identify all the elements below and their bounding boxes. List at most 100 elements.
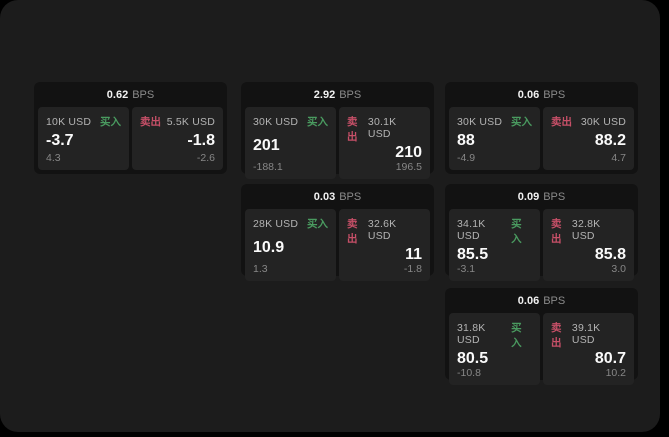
sell-panel-header: 卖出 32.8K USD <box>551 216 626 246</box>
sell-panel[interactable]: 卖出 30.1K USD 210 196.5 <box>339 107 430 179</box>
sell-panel-header: 卖出 30K USD <box>551 114 626 129</box>
sell-price: 11 <box>405 246 422 263</box>
sell-sub-value: 196.5 <box>395 161 422 173</box>
sell-panel-header: 卖出 30.1K USD <box>347 114 422 144</box>
sell-side-label: 卖出 <box>551 322 562 349</box>
buy-price: 10.9 <box>253 238 285 256</box>
sell-panel[interactable]: 卖出 32.6K USD 11 -1.8 <box>339 209 430 281</box>
quote-panels: 10K USD 买入 -3.7 4.3 卖出 5.5K USD -1.8 -2.… <box>34 107 227 174</box>
quote-card: 0.62 BPS 10K USD 买入 -3.7 4.3 卖出 5.5K USD… <box>34 82 227 174</box>
sell-amount: 5.5K USD <box>166 116 215 128</box>
buy-sub-value: -10.8 <box>457 367 481 379</box>
sell-amount: 32.6K USD <box>367 218 397 242</box>
sell-price: 88.2 <box>594 132 626 149</box>
buy-sub-value: -188.1 <box>253 161 283 173</box>
bps-value: 0.62 <box>106 88 129 101</box>
buy-side-label: 买入 <box>307 116 328 128</box>
bps-value: 0.06 <box>517 294 540 307</box>
sell-panel[interactable]: 卖出 39.1K USD 80.7 10.2 <box>543 313 634 385</box>
bps-unit-label: BPS <box>543 294 566 307</box>
app-window: 0.62 BPS 10K USD 买入 -3.7 4.3 卖出 5.5K USD… <box>0 0 660 432</box>
buy-price: 85.5 <box>457 246 489 263</box>
sell-panel[interactable]: 卖出 30K USD 88.2 4.7 <box>543 107 634 170</box>
buy-amount: 30K USD <box>457 116 503 128</box>
buy-panel-header: 30K USD 买入 <box>457 114 532 129</box>
buy-panel[interactable]: 30K USD 买入 88 -4.9 <box>449 107 540 170</box>
buy-panel-header: 10K USD 买入 <box>46 114 121 129</box>
quote-card: 0.09 BPS 34.1K USD 买入 85.5 -3.1 卖出 32.8K… <box>445 184 638 281</box>
quote-panels: 31.8K USD 买入 80.5 -10.8 卖出 39.1K USD 80.… <box>445 313 638 389</box>
bps-value: 2.92 <box>313 88 336 101</box>
sell-sub-value: 10.2 <box>605 367 626 379</box>
buy-side-label: 买入 <box>511 218 522 245</box>
sell-sub-value: 3.0 <box>611 263 626 275</box>
buy-price: -3.7 <box>46 132 74 149</box>
quote-card: 0.06 BPS 31.8K USD 买入 80.5 -10.8 卖出 39.1… <box>445 288 638 385</box>
buy-price: 88 <box>457 132 475 149</box>
sell-amount: 39.1K USD <box>571 322 601 346</box>
quote-card: 2.92 BPS 30K USD 买入 201 -188.1 卖出 30.1K … <box>241 82 434 179</box>
buy-panel-header: 30K USD 买入 <box>253 114 328 129</box>
bps-unit-label: BPS <box>339 88 362 101</box>
quote-card: 0.06 BPS 30K USD 买入 88 -4.9 卖出 30K USD 8… <box>445 82 638 174</box>
buy-panel[interactable]: 28K USD 买入 10.9 1.3 <box>245 209 336 281</box>
sell-panel[interactable]: 卖出 5.5K USD -1.8 -2.6 <box>132 107 223 170</box>
buy-amount: 31.8K USD <box>457 322 486 346</box>
quote-panels: 34.1K USD 买入 85.5 -3.1 卖出 32.8K USD 85.8… <box>445 209 638 285</box>
buy-panel-header: 28K USD 买入 <box>253 216 328 231</box>
buy-panel[interactable]: 10K USD 买入 -3.7 4.3 <box>38 107 129 170</box>
buy-amount: 30K USD <box>253 116 299 128</box>
cards-grid: 0.62 BPS 10K USD 买入 -3.7 4.3 卖出 5.5K USD… <box>34 82 638 385</box>
sell-amount: 32.8K USD <box>571 218 601 242</box>
sell-price: -1.8 <box>187 132 215 149</box>
bps-value: 0.03 <box>313 190 336 203</box>
buy-panel[interactable]: 31.8K USD 买入 80.5 -10.8 <box>449 313 540 385</box>
card-header: 0.06 BPS <box>445 288 638 313</box>
sell-panel[interactable]: 卖出 32.8K USD 85.8 3.0 <box>543 209 634 281</box>
card-header: 0.06 BPS <box>445 82 638 107</box>
sell-amount: 30K USD <box>580 116 626 128</box>
bps-unit-label: BPS <box>543 88 566 101</box>
buy-panel[interactable]: 34.1K USD 买入 85.5 -3.1 <box>449 209 540 281</box>
sell-sub-value: -2.6 <box>196 152 215 164</box>
bps-unit-label: BPS <box>339 190 362 203</box>
quote-panels: 30K USD 买入 201 -188.1 卖出 30.1K USD 210 1… <box>241 107 434 183</box>
card-header: 0.62 BPS <box>34 82 227 107</box>
buy-panel-header: 34.1K USD 买入 <box>457 216 532 246</box>
sell-side-label: 卖出 <box>551 218 562 245</box>
bps-value: 0.09 <box>517 190 540 203</box>
sell-amount: 30.1K USD <box>367 116 397 140</box>
buy-side-label: 买入 <box>100 116 121 128</box>
card-header: 0.03 BPS <box>241 184 434 209</box>
sell-sub-value: -1.8 <box>403 263 422 275</box>
quote-panels: 30K USD 买入 88 -4.9 卖出 30K USD 88.2 4.7 <box>445 107 638 174</box>
buy-sub-value: -3.1 <box>457 263 476 275</box>
sell-side-label: 卖出 <box>551 116 572 128</box>
sell-side-label: 卖出 <box>347 116 358 143</box>
quote-panels: 28K USD 买入 10.9 1.3 卖出 32.6K USD 11 -1.8 <box>241 209 434 285</box>
buy-panel[interactable]: 30K USD 买入 201 -188.1 <box>245 107 336 179</box>
bps-unit-label: BPS <box>543 190 566 203</box>
buy-panel-header: 31.8K USD 买入 <box>457 320 532 350</box>
bps-unit-label: BPS <box>132 88 155 101</box>
buy-sub-value: 1.3 <box>253 263 268 275</box>
sell-panel-header: 卖出 32.6K USD <box>347 216 422 246</box>
card-header: 0.09 BPS <box>445 184 638 209</box>
sell-side-label: 卖出 <box>347 218 358 245</box>
sell-sub-value: 4.7 <box>611 152 626 164</box>
buy-side-label: 买入 <box>511 322 522 349</box>
buy-side-label: 买入 <box>307 218 328 230</box>
buy-price: 80.5 <box>457 350 489 367</box>
sell-price: 85.8 <box>594 246 626 263</box>
quote-card: 0.03 BPS 28K USD 买入 10.9 1.3 卖出 32.6K US… <box>241 184 434 281</box>
sell-panel-header: 卖出 39.1K USD <box>551 320 626 350</box>
sell-panel-header: 卖出 5.5K USD <box>140 114 215 129</box>
buy-sub-value: -4.9 <box>457 152 476 164</box>
bps-value: 0.06 <box>517 88 540 101</box>
buy-amount: 34.1K USD <box>457 218 486 242</box>
card-header: 2.92 BPS <box>241 82 434 107</box>
buy-sub-value: 4.3 <box>46 152 61 164</box>
sell-side-label: 卖出 <box>140 116 161 128</box>
buy-price: 201 <box>253 136 280 154</box>
buy-amount: 10K USD <box>46 116 92 128</box>
